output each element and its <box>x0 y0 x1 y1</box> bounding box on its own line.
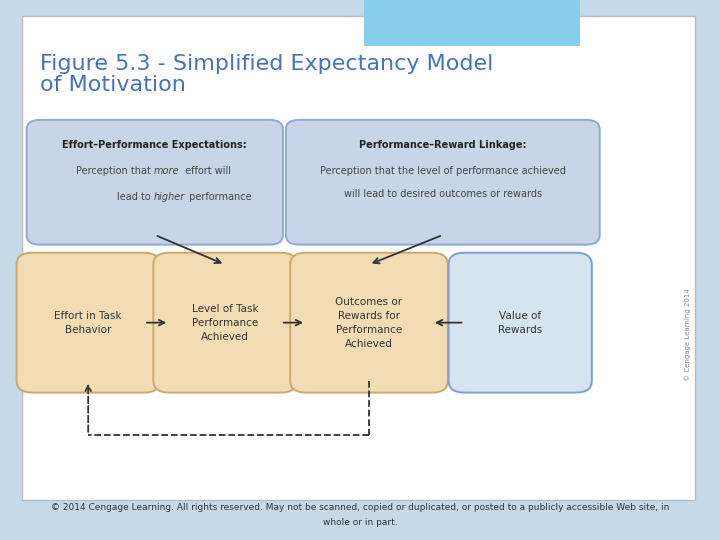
Text: Figure 5.3 - Simplified Expectancy Model: Figure 5.3 - Simplified Expectancy Model <box>40 54 493 74</box>
FancyBboxPatch shape <box>17 253 160 393</box>
Text: Value of
Rewards: Value of Rewards <box>498 310 542 335</box>
Bar <box>364 0 580 46</box>
Text: performance: performance <box>186 192 251 202</box>
Text: lead to: lead to <box>117 192 154 202</box>
FancyBboxPatch shape <box>22 16 695 500</box>
Text: © 2014 Cengage Learning. All rights reserved. May not be scanned, copied or dupl: © 2014 Cengage Learning. All rights rese… <box>51 503 669 512</box>
FancyBboxPatch shape <box>286 120 600 245</box>
Text: higher: higher <box>154 192 185 202</box>
FancyBboxPatch shape <box>449 253 592 393</box>
Text: Performance–Reward Linkage:: Performance–Reward Linkage: <box>359 140 526 151</box>
Text: Effort–Performance Expectations:: Effort–Performance Expectations: <box>63 140 247 151</box>
FancyBboxPatch shape <box>27 120 283 245</box>
Text: of Motivation: of Motivation <box>40 75 186 94</box>
Text: will lead to desired outcomes or rewards: will lead to desired outcomes or rewards <box>343 189 542 199</box>
Text: whole or in part.: whole or in part. <box>323 518 397 528</box>
Text: Level of Task
Performance
Achieved: Level of Task Performance Achieved <box>192 303 258 342</box>
Text: effort will: effort will <box>182 166 231 177</box>
Text: Perception that: Perception that <box>76 166 154 177</box>
FancyBboxPatch shape <box>290 253 448 393</box>
Text: Perception that the level of performance achieved: Perception that the level of performance… <box>320 166 566 177</box>
Text: © Cengage Learning 2014: © Cengage Learning 2014 <box>684 288 691 381</box>
Text: Outcomes or
Rewards for
Performance
Achieved: Outcomes or Rewards for Performance Achi… <box>336 296 402 349</box>
Text: Effort in Task
Behavior: Effort in Task Behavior <box>55 310 122 335</box>
FancyBboxPatch shape <box>153 253 297 393</box>
Text: more: more <box>154 166 179 177</box>
